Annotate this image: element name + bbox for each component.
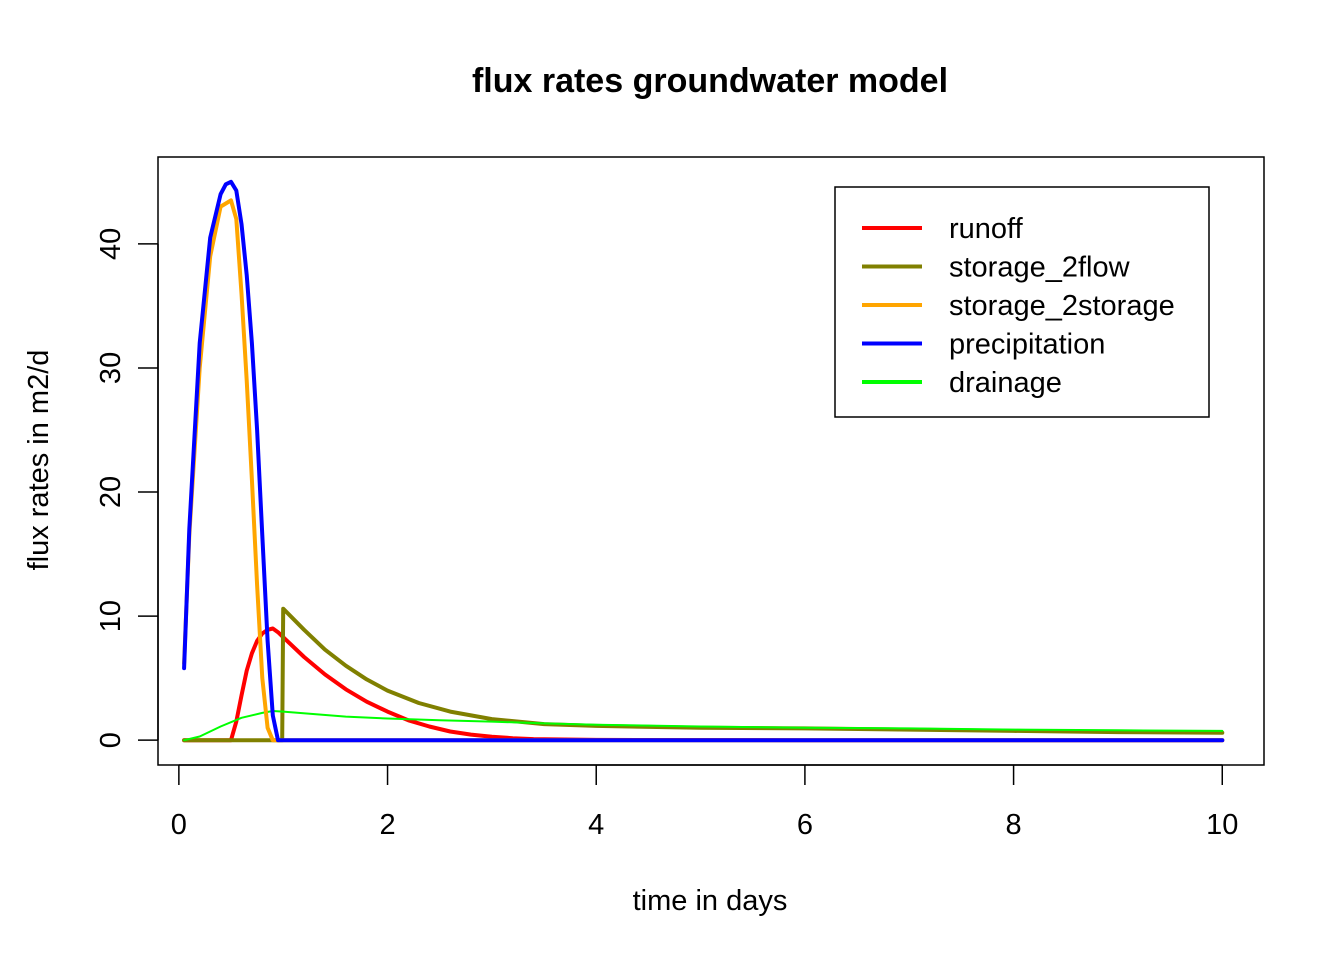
legend-box [834, 186, 1210, 418]
series-line-runoff [182, 626, 1225, 743]
x-tick-label: 6 [797, 809, 813, 841]
y-axis: 0 10 20 30 40 [95, 228, 159, 748]
x-tick-label: 4 [588, 809, 604, 841]
legend: runoff storage_2flow storage_2storagepreci… [834, 186, 1210, 418]
legend-label-storage-2storage: storage_2storage [949, 290, 1175, 322]
y-tick-label: 20 [95, 476, 127, 508]
y-axis-label: flux rates in m2/d [23, 350, 55, 571]
series-line-drainage [183, 710, 1224, 742]
series-line-storage-2flow [182, 606, 1225, 743]
x-axis-label: time in days [633, 885, 788, 917]
y-tick-label: 40 [95, 228, 127, 260]
chart-title: flux rates groundwater model [472, 62, 948, 100]
y-tick-label: 0 [95, 732, 127, 748]
x-axis: 0 2 4 6 8 10 [171, 764, 1238, 841]
series-line-storage-2storage [182, 198, 1225, 743]
series-line-precipitation [182, 179, 1225, 743]
legend-label-drainage: drainage [949, 367, 1062, 399]
x-tick-label: 10 [1206, 809, 1238, 841]
legend-label-runoff: runoff [949, 213, 1024, 245]
legend-label-storage-2flow: storage_2flow [949, 252, 1131, 284]
series-layer [182, 179, 1225, 743]
y-tick-label: 10 [95, 600, 127, 632]
y-tick-label: 30 [95, 352, 127, 384]
x-tick-label: 2 [379, 809, 395, 841]
legend-label-precipitation: precipitation [949, 329, 1105, 361]
x-tick-label: 0 [171, 809, 187, 841]
x-tick-label: 8 [1006, 809, 1022, 841]
